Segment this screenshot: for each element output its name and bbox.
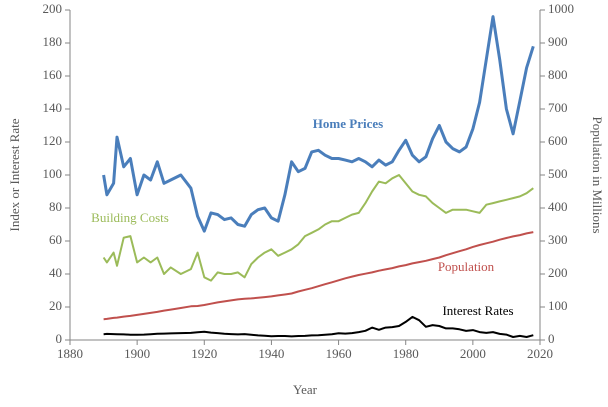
y-axis-label: Index or Interest Rate xyxy=(7,118,22,231)
x-tick-label: 1980 xyxy=(393,346,419,361)
series-line xyxy=(103,315,534,338)
x-tick-label: 1880 xyxy=(57,346,83,361)
y-tick-label: 80 xyxy=(49,199,62,214)
y-tick-label: 120 xyxy=(43,133,63,148)
x-tick-label: 1900 xyxy=(124,346,150,361)
series-line xyxy=(103,231,534,321)
y-tick-label: 180 xyxy=(43,34,63,49)
y-tick-label: 20 xyxy=(49,298,62,313)
y2-tick-label: 100 xyxy=(548,298,568,313)
y2-tick-label: 900 xyxy=(548,34,568,49)
series-label: Interest Rates xyxy=(442,303,513,318)
y-tick-label: 160 xyxy=(43,67,63,82)
y-tick-label: 60 xyxy=(49,232,62,247)
y2-tick-label: 600 xyxy=(548,133,568,148)
y2-tick-label: 700 xyxy=(548,100,568,115)
x-tick-label: 1960 xyxy=(326,346,352,361)
series-label: Population xyxy=(438,259,495,274)
x-axis-label: Year xyxy=(293,382,318,397)
series-label: Building Costs xyxy=(91,210,169,225)
y-tick-label: 100 xyxy=(43,166,63,181)
series-line xyxy=(102,15,535,233)
y2-tick-label: 300 xyxy=(548,232,568,247)
y2-tick-label: 200 xyxy=(548,265,568,280)
y2-tick-label: 800 xyxy=(548,67,568,82)
y-tick-label: 140 xyxy=(43,100,63,115)
y2-tick-label: 400 xyxy=(548,199,568,214)
series-line xyxy=(102,174,534,282)
x-tick-label: 2020 xyxy=(527,346,553,361)
y-tick-label: 200 xyxy=(43,1,63,16)
series-label: Home Prices xyxy=(313,116,383,131)
y2-tick-label: 0 xyxy=(548,331,555,346)
y-tick-label: 40 xyxy=(49,265,62,280)
y2-tick-label: 1000 xyxy=(548,1,574,16)
y2-tick-label: 500 xyxy=(548,166,568,181)
x-tick-label: 2000 xyxy=(460,346,486,361)
y2-axis-label: Population in Millions xyxy=(590,116,605,233)
x-tick-label: 1940 xyxy=(258,346,284,361)
x-tick-label: 1920 xyxy=(191,346,217,361)
y-tick-label: 0 xyxy=(56,331,63,346)
